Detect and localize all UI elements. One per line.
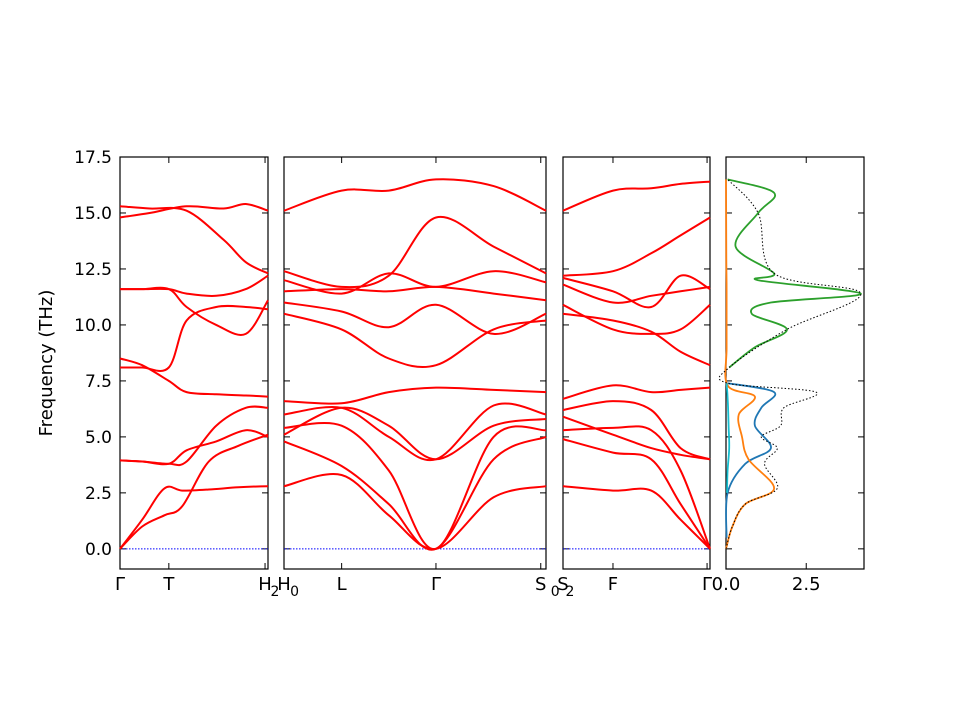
band-line-0-0 bbox=[119, 433, 269, 550]
y-tick-label: 2.5 bbox=[85, 484, 112, 504]
band-line-2-10 bbox=[562, 216, 711, 277]
dos-panel-frame bbox=[725, 156, 865, 570]
dos-x-tick-label: 0.0 bbox=[712, 574, 741, 595]
band-line-1-4 bbox=[283, 402, 547, 462]
band-line-1-7 bbox=[283, 301, 547, 335]
band-line-2-11 bbox=[562, 180, 711, 212]
k-point-label: S bbox=[557, 574, 568, 595]
k-point-label: H bbox=[258, 574, 272, 595]
y-tick-label: 15.0 bbox=[74, 204, 112, 224]
y-axis-label: Frequency (THz) bbox=[36, 290, 57, 437]
k-point-label: Γ bbox=[431, 574, 441, 595]
band-line-2-9 bbox=[562, 274, 711, 309]
y-tick-label: 12.5 bbox=[74, 260, 112, 280]
band-line-2-4 bbox=[562, 400, 711, 461]
band-line-2-6 bbox=[562, 312, 711, 367]
band-line-1-9 bbox=[283, 270, 547, 295]
band-line-2-8 bbox=[562, 283, 711, 304]
dos-curve-0 bbox=[725, 382, 777, 538]
k-point-label: T bbox=[162, 574, 175, 595]
k-point-label: F bbox=[608, 574, 618, 595]
band-line-1-5 bbox=[283, 386, 547, 405]
band-line-2-1 bbox=[562, 438, 711, 550]
band-panel-frame-0 bbox=[119, 156, 269, 570]
band-line-1-0 bbox=[283, 472, 547, 550]
y-tick-label: 5.0 bbox=[85, 428, 112, 448]
band-panel-frame-2 bbox=[562, 156, 711, 570]
band-panel-frame-1 bbox=[283, 156, 547, 570]
band-line-2-7 bbox=[562, 303, 711, 335]
k-point-label: 2 bbox=[270, 584, 279, 600]
band-line-1-2 bbox=[283, 422, 547, 550]
band-line-1-10 bbox=[283, 215, 547, 289]
dos-x-tick-label: 2.5 bbox=[792, 574, 821, 595]
band-line-0-3 bbox=[119, 405, 269, 467]
band-line-1-11 bbox=[283, 178, 547, 212]
dos-curve-3 bbox=[725, 383, 731, 493]
y-tick-label: 10.0 bbox=[74, 316, 112, 336]
band-line-2-2 bbox=[562, 425, 711, 550]
y-tick-label: 0.0 bbox=[85, 540, 112, 560]
k-point-label: Γ bbox=[702, 574, 712, 595]
band-line-0-2 bbox=[119, 429, 269, 466]
k-point-label: S bbox=[535, 574, 546, 595]
band-line-0-4 bbox=[119, 357, 269, 398]
dos-curve-4 bbox=[718, 179, 862, 549]
band-line-1-6 bbox=[283, 312, 547, 369]
band-line-2-0 bbox=[562, 485, 711, 550]
k-point-label: 0 bbox=[290, 584, 299, 600]
band-line-0-1 bbox=[119, 485, 269, 550]
k-point-label: 0 bbox=[551, 584, 560, 600]
band-line-0-7 bbox=[119, 274, 269, 297]
band-line-0-5 bbox=[120, 304, 269, 372]
k-point-label: Γ bbox=[115, 574, 125, 595]
band-line-2-5 bbox=[562, 384, 711, 400]
band-line-1-1 bbox=[283, 435, 547, 551]
k-point-label: 2 bbox=[565, 584, 574, 600]
band-line-0-8 bbox=[119, 205, 269, 275]
dos-curve-2 bbox=[727, 178, 862, 369]
band-line-1-3 bbox=[283, 406, 547, 461]
y-tick-label: 17.5 bbox=[74, 148, 112, 168]
band-line-0-9 bbox=[119, 202, 269, 219]
k-point-label: H bbox=[277, 574, 291, 595]
band-line-1-8 bbox=[283, 285, 547, 302]
k-point-label: L bbox=[337, 574, 347, 595]
band-line-2-3 bbox=[562, 415, 711, 461]
y-tick-label: 7.5 bbox=[85, 372, 112, 392]
